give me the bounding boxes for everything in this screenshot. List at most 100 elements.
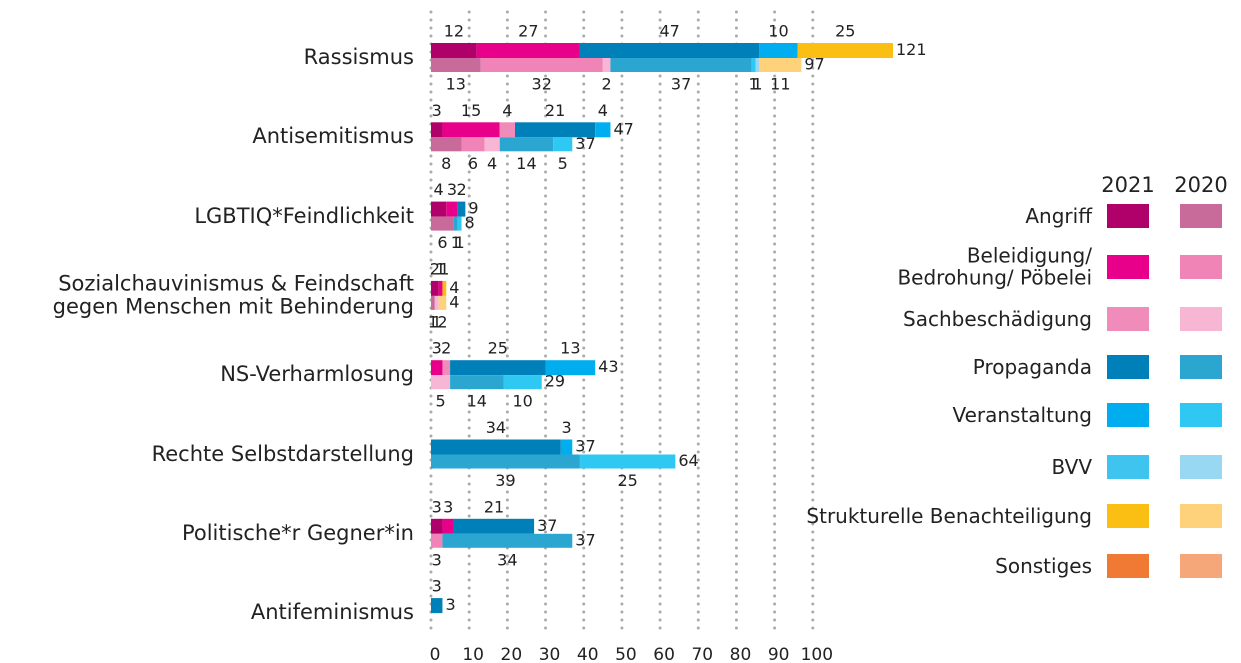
segment-label: 10 (512, 392, 532, 411)
total-label: 8 (465, 213, 475, 232)
bar-segment (442, 122, 500, 138)
segment-label: 25 (617, 471, 637, 490)
bar-segment (431, 137, 462, 152)
bar-segment (438, 280, 443, 296)
bar-segment (461, 137, 485, 152)
bar-segment (797, 43, 893, 58)
legend-label: BVV (1051, 454, 1092, 479)
bar-segment (610, 58, 752, 72)
legend-label: Sachbeschädigung (903, 306, 1092, 331)
legend-swatch (1180, 204, 1222, 228)
segment-label: 1 (749, 75, 759, 94)
bar-segment (453, 216, 458, 231)
bar-segment (434, 295, 439, 310)
segment-label: 3 (432, 497, 442, 516)
segment-label: 4 (487, 154, 497, 173)
segment-label: 3 (447, 180, 457, 199)
bar-segment (450, 360, 546, 376)
total-label: 43 (598, 357, 618, 376)
segment-label: 14 (516, 154, 536, 173)
segment-label: 21 (484, 497, 504, 516)
segment-label: 15 (461, 101, 481, 120)
bar-segment (499, 137, 554, 152)
segment-label: 1 (451, 233, 461, 252)
x-tick-label: 0 (430, 645, 441, 663)
category-label: Rassismus (303, 45, 414, 70)
bar-segment (759, 58, 802, 72)
legend-swatch (1107, 554, 1149, 578)
total-label: 37 (575, 134, 595, 153)
bar-segment (476, 43, 580, 58)
bar-segment (431, 375, 451, 390)
x-tick-label: 100 (801, 645, 833, 663)
legend-swatch (1107, 403, 1149, 427)
segment-label: 1 (428, 312, 438, 331)
total-label: 121 (896, 40, 927, 59)
legend-swatch (1107, 204, 1149, 228)
segment-label: 47 (659, 22, 679, 41)
legend-swatch (1180, 455, 1222, 479)
bar-segment (457, 201, 466, 217)
bar-segment (431, 598, 443, 614)
segment-label: 25 (835, 22, 855, 41)
segment-label: 2 (441, 339, 451, 358)
bar-segment (755, 58, 760, 72)
legend-swatch (1180, 504, 1222, 528)
legend-swatch (1107, 255, 1149, 279)
legend-swatch (1180, 403, 1222, 427)
segment-label: 12 (444, 22, 464, 41)
category-label: NS-Verharmlosung (220, 362, 414, 387)
segment-label: 3 (432, 577, 442, 596)
segment-label: 1 (439, 259, 449, 278)
segment-label: 5 (558, 154, 568, 173)
bar-segment (503, 375, 542, 390)
segment-label: 1 (432, 312, 442, 331)
total-label: 37 (575, 530, 595, 549)
segment-label: 25 (488, 339, 508, 358)
category-label: Sozialchauvinismus & Feindschaft gegen M… (52, 271, 414, 319)
segment-label: 4 (598, 101, 608, 120)
segment-label: 21 (545, 101, 565, 120)
segment-label: 4 (434, 180, 444, 199)
x-tick-label: 90 (768, 645, 790, 663)
segment-label: 13 (560, 339, 580, 358)
segment-label: 37 (671, 75, 691, 94)
bar-segment (446, 201, 458, 217)
bar-segment (560, 439, 573, 455)
bar-segment (457, 216, 462, 231)
bar-segment (431, 58, 481, 72)
legend-header: 2021 (1101, 173, 1154, 197)
segment-label: 39 (495, 471, 515, 490)
total-label: 37 (537, 516, 557, 535)
legend-swatch (1107, 455, 1149, 479)
x-tick-label: 10 (462, 645, 484, 663)
segment-label: 4 (502, 101, 512, 120)
x-tick-label: 20 (501, 645, 523, 663)
bar-segment (759, 43, 798, 58)
total-label: 47 (613, 119, 633, 138)
bar-segment (431, 295, 435, 310)
bar-segment (431, 518, 443, 534)
bar-segment (442, 518, 454, 534)
total-label: 29 (545, 372, 565, 391)
segment-label: 27 (518, 22, 538, 41)
category-label: LGBTIQ*Feindlichkeit (194, 203, 414, 228)
legend-label: Angriff (1025, 203, 1092, 228)
segment-label: 2 (437, 312, 447, 331)
bar-segment (431, 216, 454, 231)
segment-label: 11 (770, 75, 790, 94)
segment-label: 32 (532, 75, 552, 94)
bar-segment (431, 454, 580, 469)
segment-label: 13 (446, 75, 466, 94)
bar-segment (431, 43, 477, 58)
bar-segment (579, 43, 760, 58)
segment-label: 2 (456, 180, 466, 199)
bar-segment (442, 280, 447, 296)
bar-segment (579, 454, 676, 469)
bar-segment (751, 58, 756, 72)
total-label: 64 (678, 451, 698, 470)
legend-swatch (1107, 355, 1149, 379)
segment-label: 3 (561, 418, 571, 437)
bar-segment (453, 518, 535, 534)
